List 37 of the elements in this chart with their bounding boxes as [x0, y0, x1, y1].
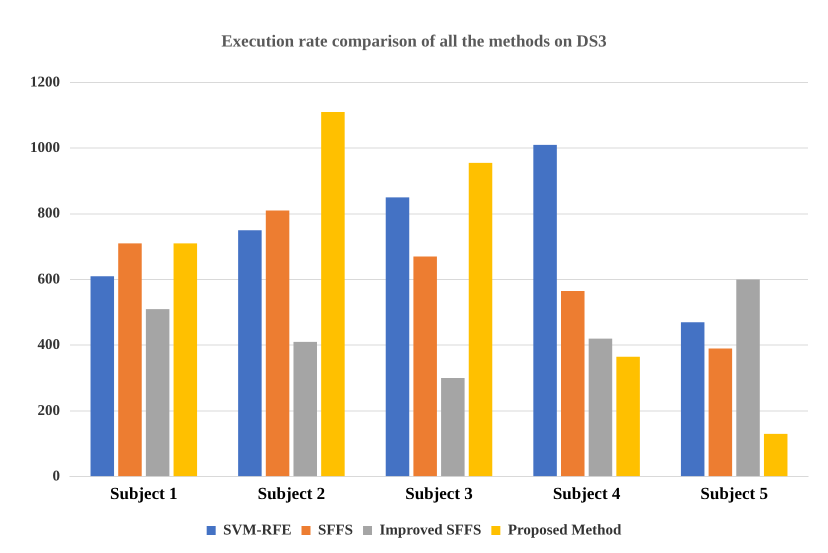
y-tick-label: 1000 [30, 140, 60, 156]
bar [90, 276, 114, 476]
bar [680, 322, 704, 476]
y-tick-label: 0 [52, 468, 60, 484]
x-tick-label: Subject 2 [258, 484, 326, 504]
x-tick-label: Subject 5 [700, 484, 768, 504]
bar [616, 356, 640, 476]
y-tick-label: 400 [38, 337, 60, 354]
bar [266, 210, 290, 476]
bar [386, 197, 410, 476]
legend-label: SFFS [318, 522, 354, 538]
bar [118, 243, 142, 476]
bar [146, 309, 170, 476]
bar [561, 291, 585, 476]
bar [588, 338, 612, 476]
x-tick-label: Subject 3 [405, 484, 473, 504]
legend-label: Improved SFFS [380, 522, 482, 538]
bar [764, 434, 788, 476]
bar [441, 378, 465, 476]
bar [533, 144, 557, 476]
bar [174, 243, 198, 476]
bar [468, 162, 492, 476]
bar [708, 348, 732, 476]
bar [238, 230, 262, 476]
y-tick-label: 1200 [30, 74, 60, 90]
y-tick-label: 200 [38, 402, 60, 419]
y-tick-label: 600 [38, 271, 60, 288]
bar [736, 280, 760, 476]
chart-title: Execution rate comparison of all the methods on DS3 [221, 32, 607, 51]
x-tick-label: Subject 1 [110, 484, 178, 504]
legend-label: Proposed Method [508, 522, 622, 538]
y-tick-label: 800 [38, 206, 60, 222]
bar [321, 112, 345, 476]
legend-label: SVM-RFE [223, 522, 292, 538]
bar [293, 342, 317, 476]
bar [413, 256, 437, 476]
x-tick-label: Subject 4 [552, 484, 621, 504]
